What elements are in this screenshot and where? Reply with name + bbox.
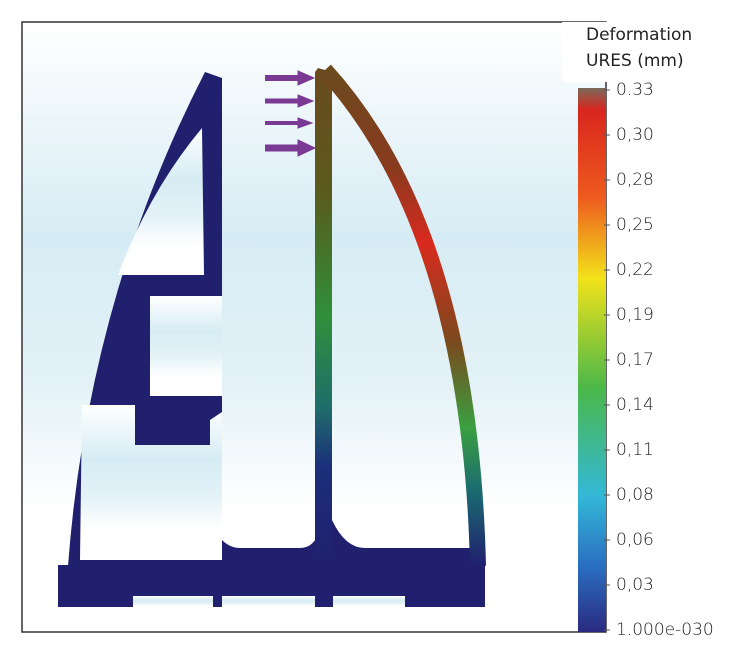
- legend-title: Deformation: [586, 25, 692, 45]
- tick-label: 0,30: [616, 125, 654, 145]
- notch: [222, 596, 315, 608]
- window: [80, 405, 222, 560]
- tick-label: 0,03: [616, 575, 654, 595]
- notch: [133, 596, 213, 608]
- legend-unit: URES (mm): [586, 51, 684, 71]
- arrow-head: [297, 70, 316, 86]
- vertical-bar: [315, 68, 332, 566]
- tick-label: 0,25: [616, 215, 654, 235]
- window: [118, 128, 204, 275]
- tick-label: 0.33: [616, 80, 654, 100]
- arrow-head: [297, 139, 317, 157]
- tick-label: 0,11: [616, 440, 654, 460]
- tick-label: 0,28: [616, 170, 654, 190]
- arrow-head: [297, 94, 315, 108]
- legend-background: [562, 22, 735, 82]
- notch: [333, 596, 405, 608]
- load-arrows: [265, 70, 317, 157]
- right-base: [332, 520, 470, 566]
- tick-label: 0,14: [616, 395, 654, 415]
- slot: [150, 296, 222, 396]
- arrow-head: [297, 117, 314, 129]
- tick-label: 0,06: [616, 530, 654, 550]
- tick-group: 0.33 0,30 0,28 0,25 0,22 0,19 0,17 0,14 0,11 0,08…: [604, 80, 714, 640]
- tick-label: 0,22: [616, 260, 654, 280]
- color-scale: [578, 88, 606, 632]
- tick-label: 0,08: [616, 485, 654, 505]
- middle-base: [222, 535, 318, 566]
- tick-label: 1.000e-030: [616, 620, 714, 640]
- curved-wall: [319, 64, 486, 567]
- tick-label: 0,17: [616, 350, 654, 370]
- tick-label: 0,19: [616, 305, 654, 325]
